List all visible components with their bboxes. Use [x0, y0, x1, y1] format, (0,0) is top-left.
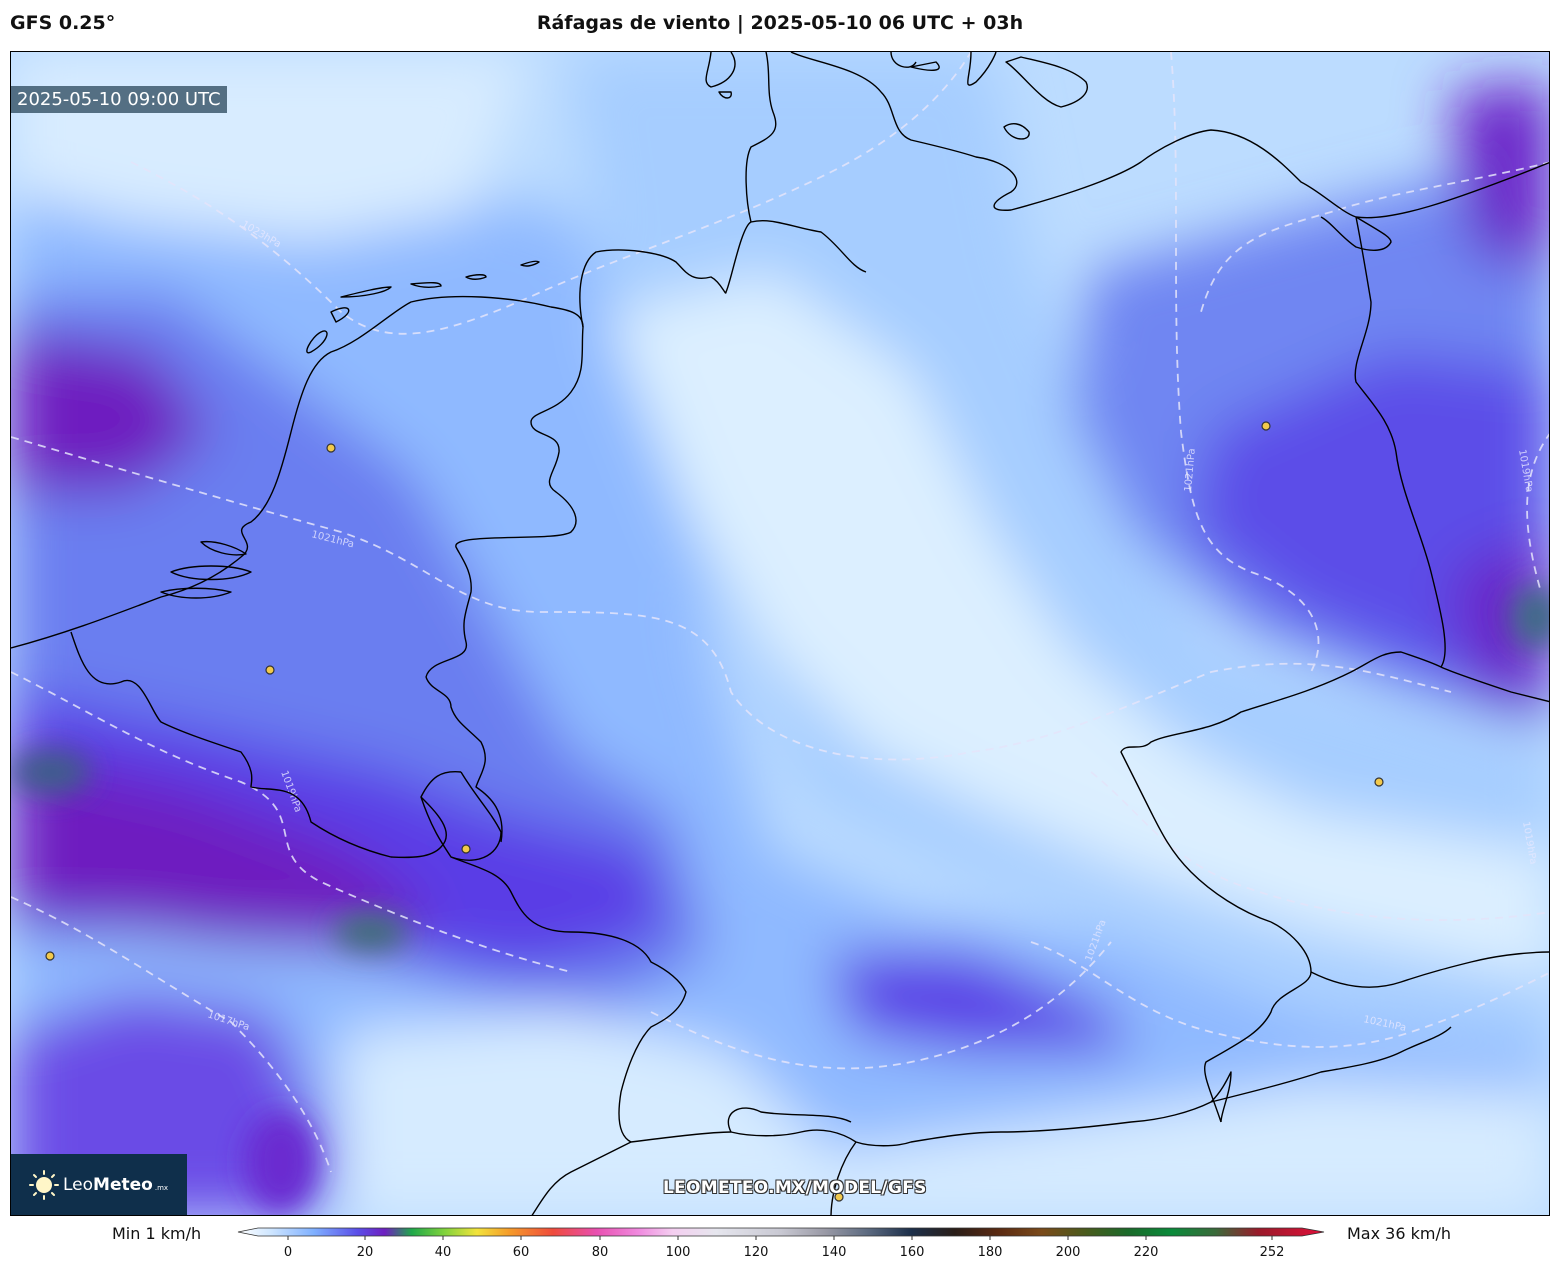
colorbar-tick-label: 140: [822, 1245, 847, 1260]
colorbar-min-label: Min 1 km/h: [112, 1224, 202, 1243]
coastline-borders: [11, 52, 1549, 1215]
colorbar: 0 20 40 60 80 100 120 140 160 180 200 22…: [237, 1227, 1325, 1260]
city-marker: [45, 951, 55, 961]
colorbar-tick-label: 100: [666, 1245, 691, 1260]
colorbar-tick-label: 20: [357, 1245, 374, 1260]
colorbar-tick-label: 220: [1134, 1245, 1159, 1260]
leometeo-logo: LeoMeteo .mx: [11, 1154, 187, 1215]
colorbar-tick-label: 0: [284, 1245, 292, 1260]
logo-suffix: .mx: [154, 1183, 169, 1192]
map-title: Ráfagas de viento | 2025-05-10 06 UTC + …: [536, 12, 1024, 34]
sun-icon: [29, 1169, 59, 1200]
city-markers: [45, 421, 1384, 1202]
colorbar-tick-label: 60: [513, 1245, 530, 1260]
colorbar-tick-label: 40: [435, 1245, 452, 1260]
colorbar-max-label: Max 36 km/h: [1347, 1224, 1451, 1243]
city-marker: [265, 665, 275, 675]
city-marker: [1374, 777, 1384, 787]
colorbar-ticks: [287, 1236, 1273, 1240]
colorbar-tick-label: 200: [1056, 1245, 1081, 1260]
valid-time-badge: 2025-05-10 09:00 UTC: [11, 86, 227, 113]
colorbar-tick-label: 160: [900, 1245, 925, 1260]
city-marker: [461, 844, 471, 854]
logo-wordmark: LeoMeteo: [63, 1174, 153, 1195]
city-marker: [834, 1192, 844, 1202]
map-panel: 1023hPa 1021hPa 1021hPa 1019hPa 1019hPa …: [10, 51, 1550, 1216]
city-marker: [1261, 421, 1271, 431]
colorbar-tick-label: 80: [592, 1245, 609, 1260]
watermark-url: LEOMETEO.MX/MODEL/GFS: [663, 1178, 927, 1198]
colorbar-tick-label: 120: [744, 1245, 769, 1260]
isobar-label: 1021hPa: [1183, 448, 1198, 492]
model-label: GFS 0.25°: [10, 12, 116, 34]
colorbar-tick-label: 252: [1260, 1245, 1285, 1260]
colorbar-tick-label: 180: [978, 1245, 1003, 1260]
city-marker: [326, 443, 336, 453]
isobar-lines: [11, 52, 1549, 1173]
wind-gust-field: 1023hPa 1021hPa 1021hPa 1019hPa 1019hPa …: [11, 52, 1549, 1215]
